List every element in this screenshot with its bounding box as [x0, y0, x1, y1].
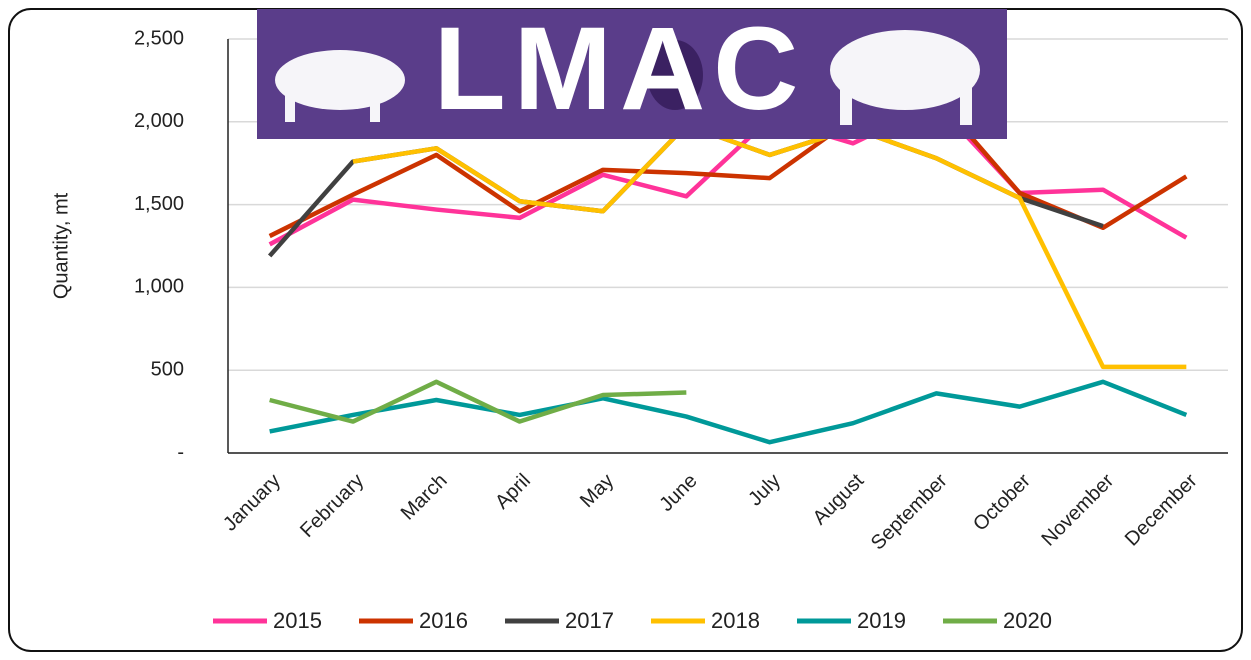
y-tick-label: 2,500	[134, 27, 184, 49]
series-line	[268, 101, 1188, 247]
logo-text: LMAC	[434, 3, 807, 135]
y-axis-label: Quantity, mt	[50, 192, 72, 299]
y-tick-label: -	[177, 441, 184, 463]
series-line	[268, 94, 1188, 239]
series-line	[352, 122, 1187, 370]
logo-animals	[275, 30, 980, 125]
series-line	[269, 379, 687, 424]
y-tick-label: 2,000	[134, 110, 184, 132]
y-tick-label: 500	[151, 358, 184, 380]
legend-label: 2020	[1003, 608, 1052, 633]
legend-label: 2019	[857, 608, 906, 633]
legend-label: 2017	[565, 608, 614, 633]
legend-label: 2016	[419, 608, 468, 633]
legend-label: 2015	[273, 608, 322, 633]
y-tick-label: 1,000	[134, 276, 184, 298]
series-line	[269, 379, 1188, 445]
legend-label: 2018	[711, 608, 760, 633]
y-tick-label: 1,500	[134, 193, 184, 215]
